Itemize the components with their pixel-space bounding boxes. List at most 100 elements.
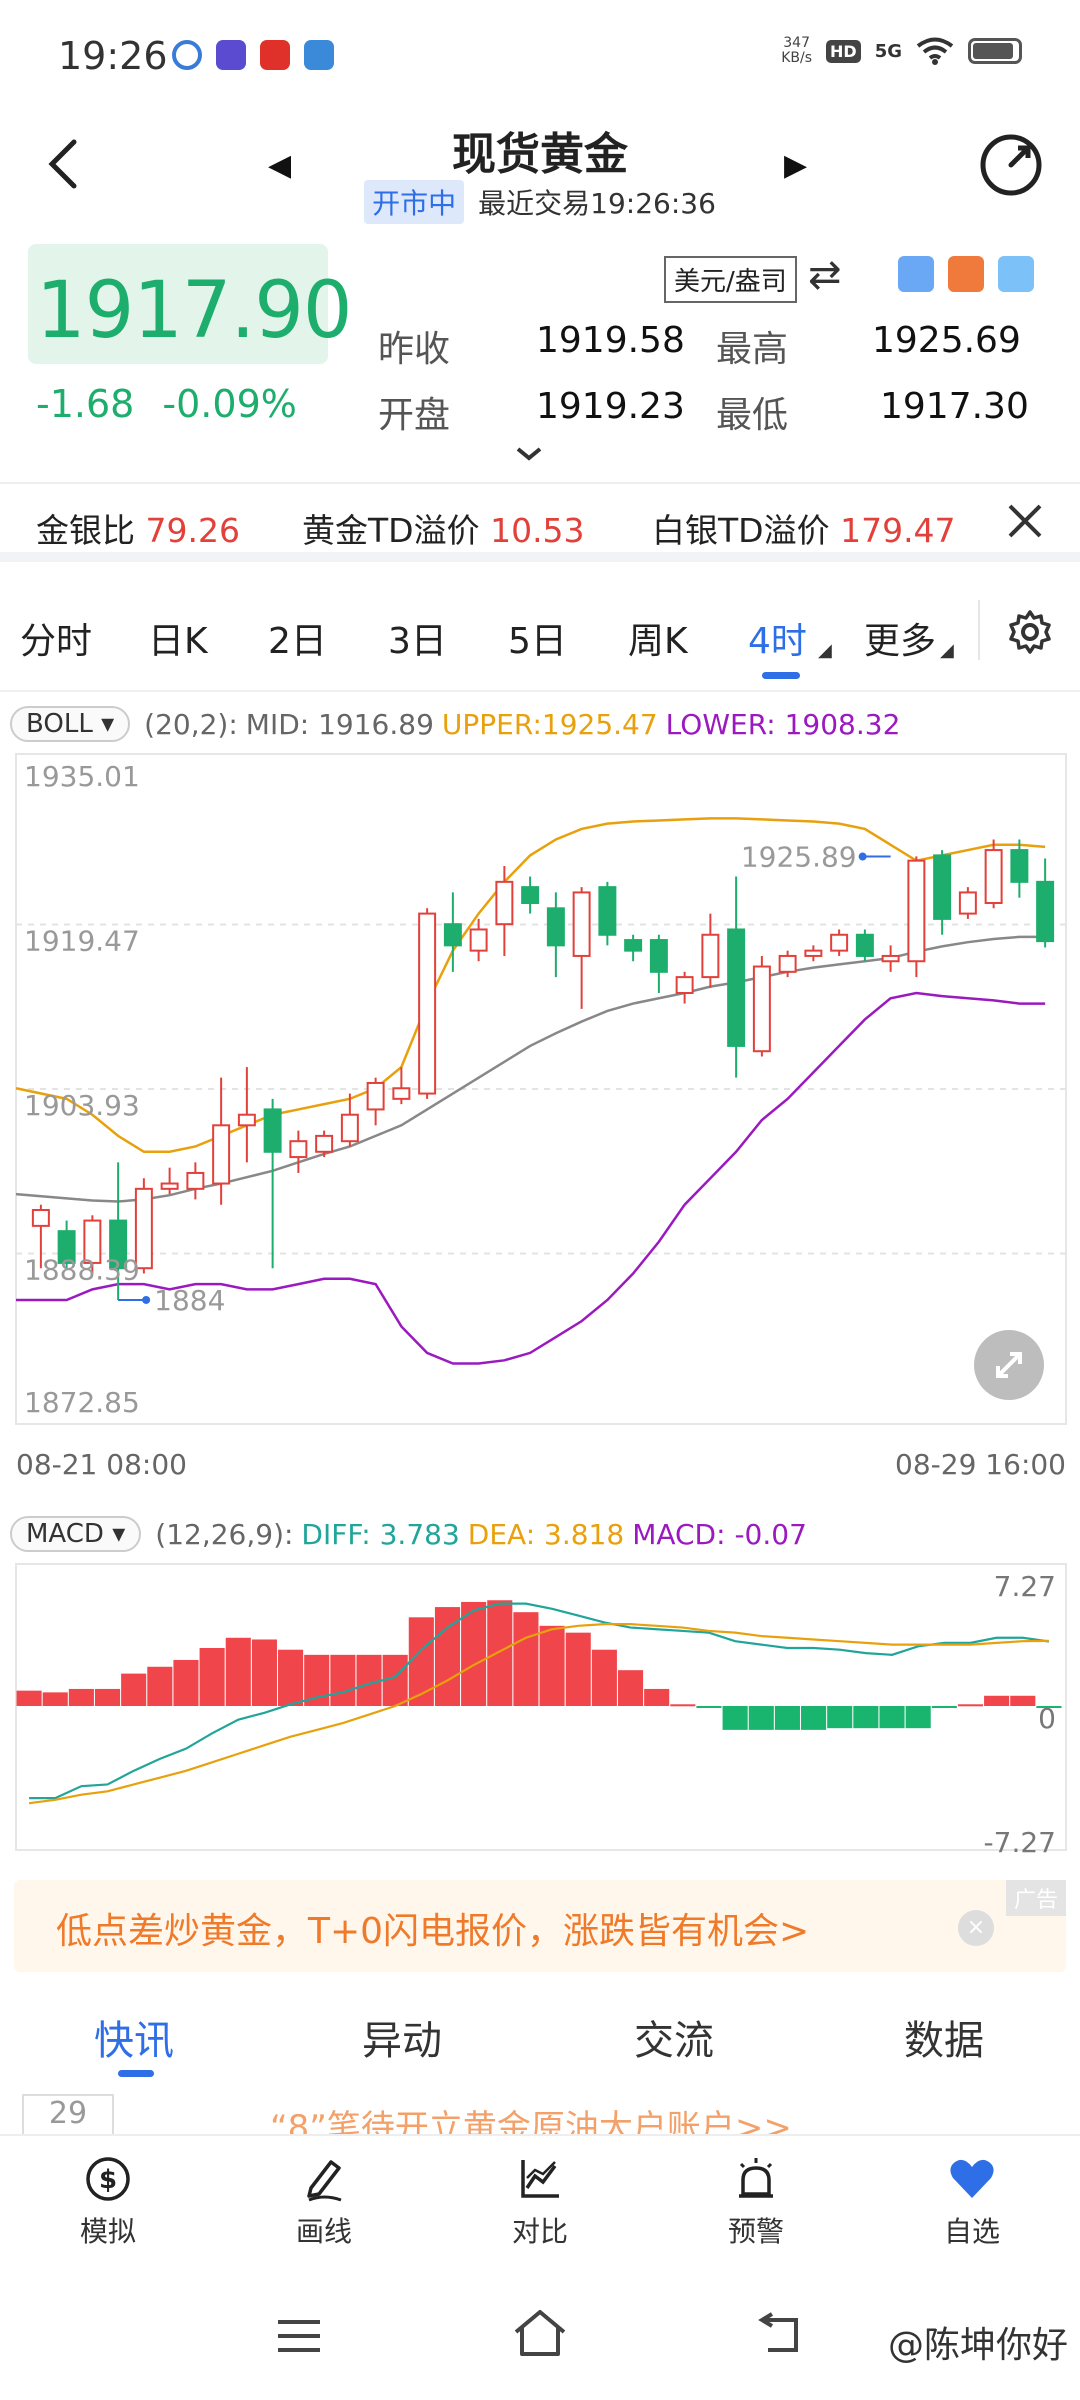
next-instrument-icon[interactable]: ▶ bbox=[784, 148, 808, 183]
nav-simulate[interactable]: $ 模拟 bbox=[38, 2154, 178, 2250]
macd-dea-line bbox=[28, 1623, 1049, 1805]
nav-draw-line[interactable]: 画线 bbox=[254, 2154, 394, 2250]
nav-alert[interactable]: 预警 bbox=[686, 2154, 826, 2250]
tab-5-day[interactable]: 5日 bbox=[508, 621, 567, 662]
macd-bar bbox=[382, 1654, 408, 1706]
candle bbox=[701, 913, 720, 988]
tab-data[interactable]: 数据 bbox=[904, 2018, 984, 2064]
gold-silver-label: 金银比 bbox=[36, 511, 135, 550]
boll-lower-line bbox=[16, 991, 1046, 1365]
lighthouse-icon[interactable] bbox=[948, 256, 984, 292]
settings-gear-icon[interactable] bbox=[1006, 608, 1054, 656]
expand-chevron-icon[interactable] bbox=[514, 446, 544, 462]
silver-td-label: 白银TD溢价 bbox=[652, 511, 830, 550]
tab-more[interactable]: 更多 bbox=[864, 621, 937, 662]
candle-body bbox=[212, 1124, 231, 1185]
back-arrow-icon[interactable] bbox=[40, 136, 86, 192]
ratio-bar: 金银比 79.26 黄金TD溢价 10.53 白银TD溢价 179.47 bbox=[0, 482, 1080, 562]
candle bbox=[855, 929, 874, 962]
low-value: 1917.30 bbox=[880, 386, 1029, 427]
macd-chart[interactable]: 7.27 0 -7.27 bbox=[0, 1560, 1080, 1860]
ad-banner[interactable]: 低点差炒黄金，T+0闪电报价，涨跌皆有机会> × 广告 bbox=[14, 1880, 1066, 1972]
macd-bar bbox=[121, 1673, 147, 1706]
macd-selector[interactable]: MACD ▾ bbox=[10, 1516, 142, 1552]
tab-weekly-k[interactable]: 周K bbox=[628, 621, 688, 662]
back-nav-icon[interactable] bbox=[756, 2312, 806, 2356]
macd-value: MACD: -0.07 bbox=[632, 1517, 807, 1551]
gold-silver-value: 79.26 bbox=[145, 511, 240, 550]
candlestick-chart[interactable]: 1935.01 1919.47 1903.93 1888.39 1872.85 1925.… bbox=[0, 750, 1080, 1480]
macd-bar bbox=[461, 1601, 487, 1706]
close-icon[interactable] bbox=[1006, 502, 1044, 540]
tab-daily-k[interactable]: 日K bbox=[148, 621, 208, 662]
boll-lower: LOWER: 1908.32 bbox=[665, 707, 901, 741]
prev-instrument-icon[interactable]: ◀ bbox=[268, 148, 292, 183]
fullscreen-button[interactable] bbox=[974, 1330, 1044, 1400]
fullscreen-icon bbox=[996, 1352, 1022, 1378]
candle-body bbox=[392, 1087, 411, 1100]
candle-body bbox=[881, 954, 900, 963]
candle-body bbox=[495, 880, 514, 926]
hd-icon: HD bbox=[826, 39, 861, 63]
tab-discussion[interactable]: 交流 bbox=[634, 2018, 714, 2064]
candle-body bbox=[315, 1134, 334, 1153]
menu-icon[interactable] bbox=[274, 2316, 324, 2356]
candle-body bbox=[778, 954, 797, 973]
net-speed-value: 347 bbox=[783, 35, 810, 51]
candle bbox=[572, 887, 591, 1009]
nav-compare[interactable]: 对比 bbox=[470, 2154, 610, 2250]
pie-chart-icon[interactable] bbox=[998, 256, 1034, 292]
tab-2-day[interactable]: 2日 bbox=[268, 621, 327, 662]
tab-3-day[interactable]: 3日 bbox=[388, 621, 447, 662]
candle bbox=[418, 908, 437, 1099]
macd-bar bbox=[94, 1688, 121, 1706]
candle-body bbox=[1036, 880, 1055, 943]
macd-bar bbox=[16, 1690, 42, 1706]
candle bbox=[624, 934, 643, 962]
refresh-icon[interactable] bbox=[976, 130, 1046, 200]
open-label: 开盘 bbox=[378, 395, 451, 436]
y-tick-label: 1903.93 bbox=[24, 1089, 140, 1122]
candle bbox=[598, 881, 617, 946]
system-nav-bar: @陈坤你好 bbox=[0, 2276, 1080, 2400]
news-headline[interactable]: “8”笔待开立黄金原油大户账户>> bbox=[270, 2108, 792, 2134]
unit-selector[interactable]: 美元/盎司 bbox=[664, 256, 797, 303]
calculator-icon[interactable] bbox=[898, 256, 934, 292]
extreme-marker: 1925.89 bbox=[741, 841, 891, 874]
heart-icon bbox=[950, 2159, 994, 2198]
candle-body bbox=[83, 1219, 102, 1264]
candle bbox=[83, 1215, 102, 1274]
home-icon[interactable] bbox=[512, 2308, 568, 2360]
candle bbox=[57, 1220, 76, 1269]
ad-text[interactable]: 低点差炒黄金，T+0闪电报价，涨跌皆有机会> bbox=[56, 1911, 810, 1952]
ad-close-icon[interactable]: × bbox=[958, 1910, 994, 1946]
tab-4-hour[interactable]: 4时 bbox=[748, 621, 807, 662]
prev-close-label: 昨收 bbox=[378, 329, 451, 370]
price-box bbox=[28, 244, 328, 364]
candle-body bbox=[160, 1182, 179, 1190]
watermark: @陈坤你好 bbox=[887, 2325, 1068, 2366]
nav-watchlist[interactable]: 自选 bbox=[902, 2154, 1042, 2250]
candle-body bbox=[984, 849, 1003, 905]
candle-body bbox=[572, 891, 591, 957]
tab-flash-news[interactable]: 快讯 bbox=[94, 2018, 174, 2064]
candle-body bbox=[624, 939, 643, 952]
y-tick-label: 1888.39 bbox=[24, 1254, 140, 1287]
macd-y-tick-label: 7.27 bbox=[994, 1570, 1056, 1603]
candle-body bbox=[134, 1187, 153, 1270]
wifi-icon bbox=[916, 37, 954, 65]
tab-intraday[interactable]: 分时 bbox=[20, 621, 93, 662]
macd-bar bbox=[931, 1706, 957, 1708]
macd-bar bbox=[722, 1706, 748, 1730]
nav-watchlist-label: 自选 bbox=[943, 2215, 1000, 2248]
macd-y-tick-label: -7.27 bbox=[984, 1826, 1056, 1859]
macd-bar bbox=[356, 1654, 382, 1706]
candle bbox=[31, 1204, 50, 1269]
candle bbox=[727, 876, 746, 1078]
x-tick-label: 08-29 16:00 bbox=[895, 1448, 1066, 1480]
swap-unit-icon[interactable]: ⇄ bbox=[808, 252, 842, 298]
macd-params: (12,26,9): bbox=[155, 1517, 294, 1551]
candle-body bbox=[598, 886, 617, 936]
boll-selector[interactable]: BOLL ▾ bbox=[10, 706, 131, 742]
tab-movements[interactable]: 异动 bbox=[362, 2018, 442, 2064]
